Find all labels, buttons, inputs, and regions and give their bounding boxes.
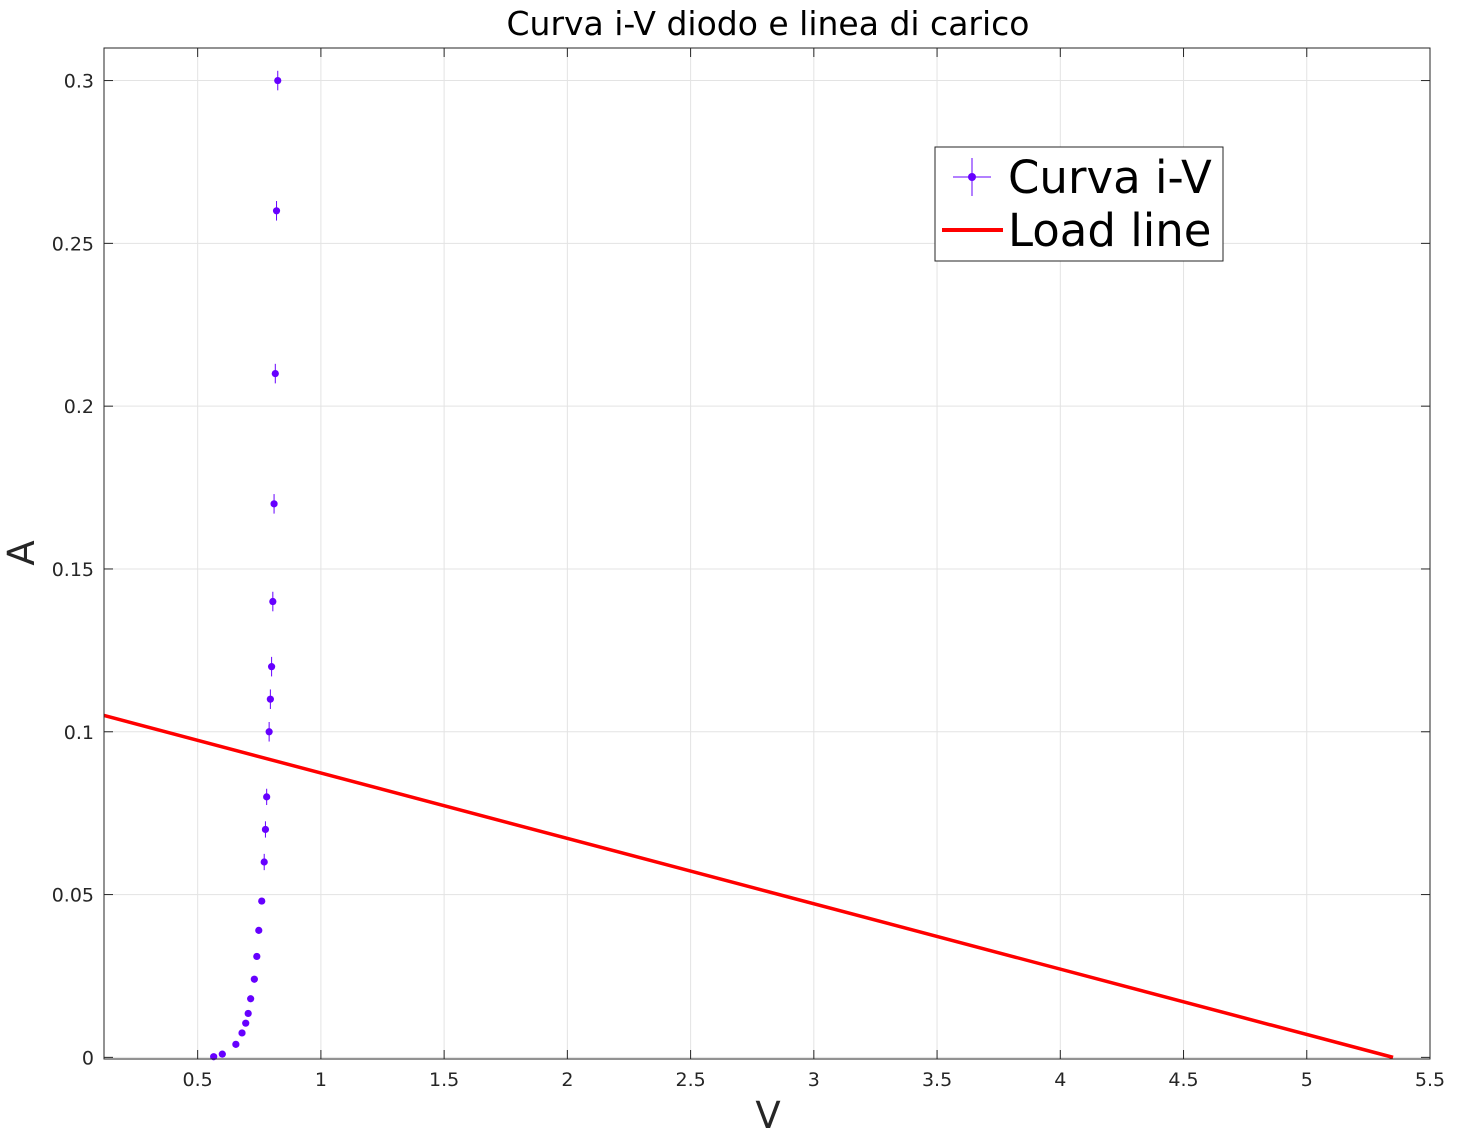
data-point (258, 897, 266, 905)
data-point (261, 825, 270, 834)
data-point (247, 995, 255, 1003)
legend-marker-curva (968, 173, 976, 181)
axis-ticks: 0.5 1 1.5 2 2.5 3 3.5 4 4.5 5 5.5 0 0.05 0.1 0.15 0.2 0.… (52, 48, 1445, 1091)
legend-box (934, 146, 1224, 262)
chart-title: Curva i-V diodo e linea di carico (506, 4, 1029, 43)
data-point (274, 76, 282, 85)
x-tick-label: 3.5 (922, 1069, 952, 1091)
legend-label-load: Load line (1008, 204, 1211, 257)
y-axis-label: A (0, 540, 43, 565)
data-point (260, 858, 268, 866)
data-point (255, 926, 263, 934)
data-point (270, 500, 278, 508)
data-point (250, 975, 258, 983)
x-tick-label: 5 (1301, 1069, 1313, 1091)
data-point (265, 728, 273, 736)
x-tick-label: 1 (315, 1069, 327, 1091)
data-point (272, 207, 281, 215)
data-point (269, 597, 277, 606)
plot-frame (103, 47, 1431, 1060)
x-tick-label: 4.5 (1168, 1069, 1198, 1091)
load-line (103, 713, 1394, 1060)
y-tick-label: 0.15 (52, 559, 94, 581)
y-tick-label: 0 (82, 1047, 94, 1069)
data-point (263, 793, 271, 801)
data-point (266, 695, 274, 703)
plot-area (103, 70, 1394, 1061)
data-point (232, 1040, 240, 1048)
x-axis-label: V (755, 1094, 780, 1132)
y-tick-label: 0.05 (52, 885, 94, 907)
data-point (244, 1009, 252, 1018)
x-tick-label: 2 (561, 1069, 573, 1091)
data-point (238, 1029, 246, 1037)
data-point (267, 663, 276, 671)
data-point (271, 370, 279, 378)
y-tick-label: 0.1 (64, 722, 94, 744)
legend-label-curva: Curva i-V (1008, 151, 1212, 204)
grid (104, 48, 1431, 1059)
x-tick-label: 2.5 (675, 1069, 705, 1091)
data-point (253, 952, 261, 961)
data-point (218, 1050, 226, 1058)
y-tick-label: 0.2 (64, 396, 94, 418)
y-tick-label: 0.25 (52, 233, 94, 255)
x-tick-label: 3 (808, 1069, 820, 1091)
data-point (242, 1019, 250, 1027)
x-tick-label: 4 (1054, 1069, 1066, 1091)
x-tick-label: 5.5 (1415, 1069, 1445, 1091)
legend: Curva i-V Load line (934, 146, 1224, 262)
y-tick-label: 0.3 (64, 71, 94, 93)
x-tick-label: 0.5 (183, 1069, 213, 1091)
x-tick-label: 1.5 (429, 1069, 459, 1091)
